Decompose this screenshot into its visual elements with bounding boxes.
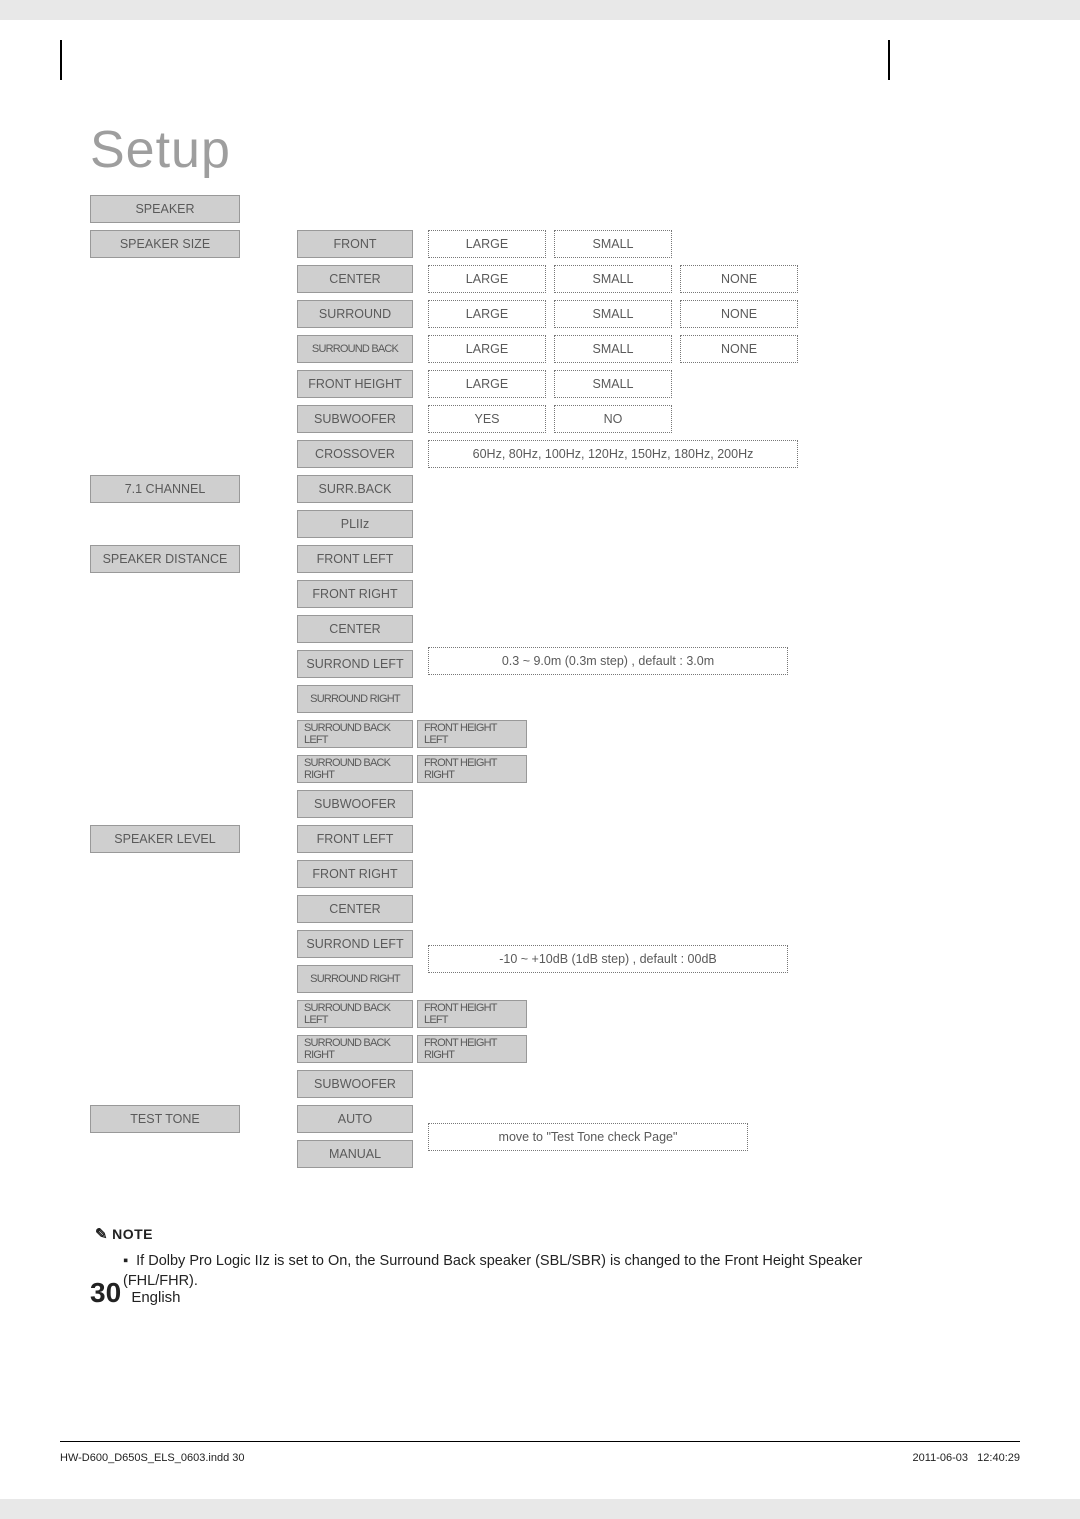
menu-box: SURROUND RIGHT bbox=[297, 685, 413, 713]
menu-diagram: SPEAKER SPEAKER SIZE FRONT LARGE SMALL CENTER… bbox=[90, 195, 1020, 1195]
menu-box: NO bbox=[554, 405, 672, 433]
menu-box: FRONT HEIGHT LEFT bbox=[417, 1000, 527, 1028]
menu-box: TEST TONE bbox=[90, 1105, 240, 1133]
menu-box: FRONT HEIGHT bbox=[297, 370, 413, 398]
menu-box: NONE bbox=[680, 265, 798, 293]
menu-box: SPEAKER SIZE bbox=[90, 230, 240, 258]
menu-box: SUBWOOFER bbox=[297, 405, 413, 433]
menu-box: FRONT RIGHT bbox=[297, 580, 413, 608]
menu-box: SPEAKER bbox=[90, 195, 240, 223]
menu-box: LARGE bbox=[428, 370, 546, 398]
menu-box: SUBWOOFER bbox=[297, 1070, 413, 1098]
menu-box: FRONT HEIGHT RIGHT bbox=[417, 755, 527, 783]
crop-mark bbox=[60, 40, 62, 80]
menu-box: SMALL bbox=[554, 300, 672, 328]
menu-box: SURROUND BACK RIGHT bbox=[297, 755, 413, 783]
menu-box: SURR.BACK bbox=[297, 475, 413, 503]
page-language: English bbox=[131, 1289, 180, 1306]
menu-box: SPEAKER LEVEL bbox=[90, 825, 240, 853]
menu-box: SURROUND RIGHT bbox=[297, 965, 413, 993]
menu-box: SMALL bbox=[554, 370, 672, 398]
menu-box: PLIIz bbox=[297, 510, 413, 538]
pencil-icon: ✎ bbox=[95, 1226, 108, 1243]
menu-box: LARGE bbox=[428, 300, 546, 328]
note-heading: ✎NOTE bbox=[95, 1225, 1020, 1243]
menu-box: CROSSOVER bbox=[297, 440, 413, 468]
menu-box: SMALL bbox=[554, 335, 672, 363]
menu-box: -10 ~ +10dB (1dB step) , default : 00dB bbox=[428, 945, 788, 973]
menu-box: AUTO bbox=[297, 1105, 413, 1133]
menu-box: CENTER bbox=[297, 265, 413, 293]
bullet-icon: ▪ bbox=[123, 1253, 128, 1269]
menu-box: FRONT LEFT bbox=[297, 545, 413, 573]
menu-box: move to "Test Tone check Page" bbox=[428, 1123, 748, 1151]
menu-box: SURROUND BACK LEFT bbox=[297, 1000, 413, 1028]
page-title: Setup bbox=[90, 120, 1020, 180]
crop-mark bbox=[888, 40, 890, 80]
menu-box: LARGE bbox=[428, 335, 546, 363]
menu-box: FRONT RIGHT bbox=[297, 860, 413, 888]
menu-box: SUBWOOFER bbox=[297, 790, 413, 818]
menu-box: FRONT HEIGHT LEFT bbox=[417, 720, 527, 748]
note-text: If Dolby Pro Logic IIz is set to On, the… bbox=[123, 1253, 862, 1289]
menu-box: 60Hz, 80Hz, 100Hz, 120Hz, 150Hz, 180Hz, … bbox=[428, 440, 798, 468]
menu-box: SPEAKER DISTANCE bbox=[90, 545, 240, 573]
menu-box: CENTER bbox=[297, 615, 413, 643]
menu-box: LARGE bbox=[428, 265, 546, 293]
menu-box: SURROUND bbox=[297, 300, 413, 328]
menu-box: FRONT HEIGHT RIGHT bbox=[417, 1035, 527, 1063]
menu-box: FRONT LEFT bbox=[297, 825, 413, 853]
menu-box: SURROUND BACK RIGHT bbox=[297, 1035, 413, 1063]
menu-box: NONE bbox=[680, 335, 798, 363]
file-name: HW-D600_D650S_ELS_0603.indd 30 bbox=[60, 1452, 244, 1464]
note-label: NOTE bbox=[112, 1226, 153, 1242]
menu-box: CENTER bbox=[297, 895, 413, 923]
menu-box: NONE bbox=[680, 300, 798, 328]
menu-box: SURROUND BACK LEFT bbox=[297, 720, 413, 748]
note-body: ▪If Dolby Pro Logic IIz is set to On, th… bbox=[123, 1251, 903, 1292]
page-number-footer: 30 English bbox=[90, 1277, 181, 1309]
timestamp: 2011-06-03 12:40:29 bbox=[913, 1452, 1020, 1464]
indesign-footer: HW-D600_D650S_ELS_0603.indd 30 2011-06-0… bbox=[60, 1441, 1020, 1464]
menu-box: SMALL bbox=[554, 265, 672, 293]
menu-box: MANUAL bbox=[297, 1140, 413, 1168]
menu-box: YES bbox=[428, 405, 546, 433]
manual-page: Setup SPEAKER SPEAKER SIZE FRONT LARGE SMALL… bbox=[0, 20, 1080, 1499]
note-section: ✎NOTE ▪If Dolby Pro Logic IIz is set to … bbox=[95, 1225, 1020, 1292]
menu-box: 0.3 ~ 9.0m (0.3m step) , default : 3.0m bbox=[428, 647, 788, 675]
menu-box: SURROND LEFT bbox=[297, 650, 413, 678]
menu-box: LARGE bbox=[428, 230, 546, 258]
menu-box: SMALL bbox=[554, 230, 672, 258]
menu-box: SURROUND BACK bbox=[297, 335, 413, 363]
menu-box: FRONT bbox=[297, 230, 413, 258]
page-number: 30 bbox=[90, 1277, 121, 1308]
menu-box: SURROND LEFT bbox=[297, 930, 413, 958]
menu-box: 7.1 CHANNEL bbox=[90, 475, 240, 503]
